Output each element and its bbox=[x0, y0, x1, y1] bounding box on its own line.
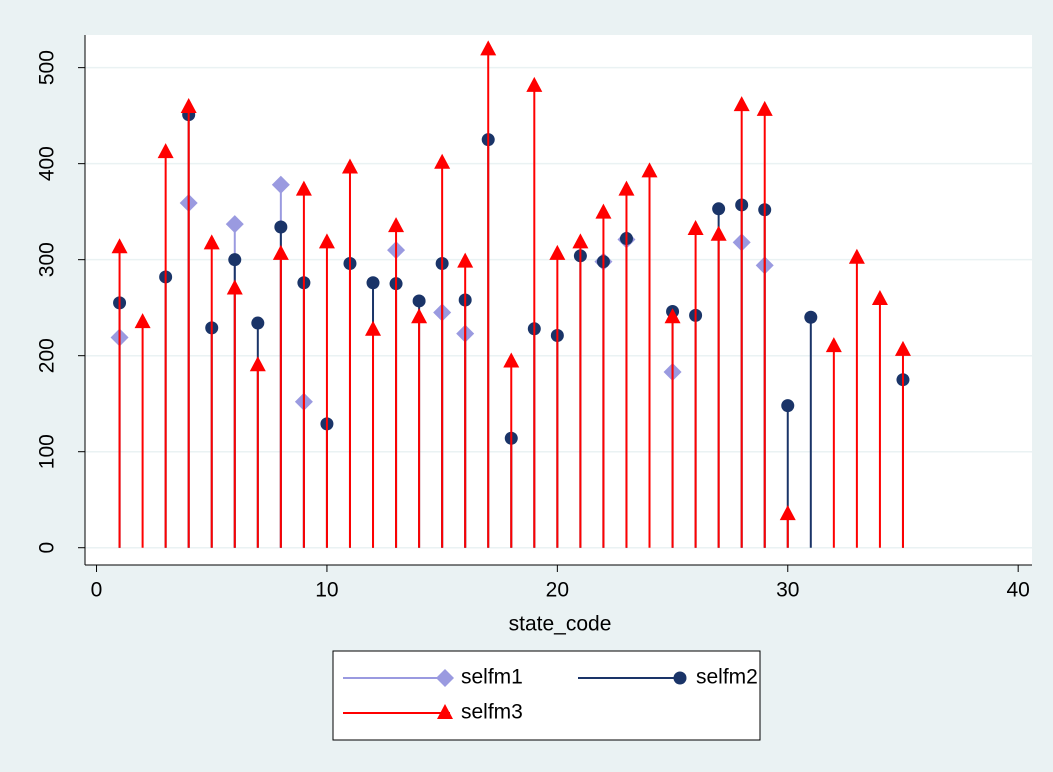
legend bbox=[332, 650, 761, 741]
marker bbox=[111, 238, 128, 254]
marker bbox=[180, 98, 197, 114]
marker bbox=[572, 233, 589, 249]
marker bbox=[249, 356, 266, 372]
marker bbox=[618, 180, 635, 196]
marker bbox=[480, 40, 497, 56]
y-tick-label: 200 bbox=[36, 338, 59, 373]
marker bbox=[228, 253, 242, 267]
y-tick-label: 300 bbox=[36, 242, 59, 277]
x-axis-title: state_code bbox=[509, 613, 612, 636]
marker bbox=[687, 219, 704, 235]
plot-area bbox=[85, 35, 1032, 565]
marker bbox=[712, 202, 726, 216]
y-tick-label: 100 bbox=[36, 434, 59, 469]
marker bbox=[251, 316, 265, 330]
marker bbox=[226, 279, 243, 295]
marker bbox=[641, 162, 658, 178]
marker bbox=[503, 352, 520, 368]
legend-label: selfm1 bbox=[461, 666, 523, 689]
marker bbox=[664, 308, 681, 324]
marker bbox=[411, 308, 428, 324]
marker bbox=[894, 340, 911, 356]
x-tick-label: 0 bbox=[91, 579, 103, 602]
marker bbox=[388, 217, 405, 233]
marker bbox=[134, 313, 151, 329]
marker bbox=[274, 220, 288, 234]
marker bbox=[549, 244, 566, 260]
x-tick-label: 20 bbox=[546, 579, 569, 602]
marker bbox=[781, 399, 795, 413]
marker bbox=[341, 158, 358, 174]
marker bbox=[825, 337, 842, 353]
legend-label: selfm2 bbox=[696, 666, 758, 689]
marker bbox=[434, 153, 451, 169]
x-tick-label: 40 bbox=[1006, 579, 1029, 602]
marker bbox=[756, 100, 773, 116]
marker bbox=[412, 294, 426, 308]
marker bbox=[203, 234, 220, 250]
y-tick-label: 500 bbox=[36, 50, 59, 85]
marker bbox=[271, 175, 290, 194]
x-tick-label: 30 bbox=[776, 579, 799, 602]
marker bbox=[779, 505, 796, 521]
marker bbox=[225, 215, 244, 234]
marker bbox=[436, 669, 454, 687]
legend-label: selfm3 bbox=[461, 701, 523, 724]
marker bbox=[157, 143, 174, 159]
marker bbox=[673, 671, 687, 685]
marker bbox=[710, 225, 727, 241]
marker bbox=[871, 290, 888, 306]
marker bbox=[526, 76, 543, 92]
marker bbox=[457, 252, 474, 268]
y-tick-label: 0 bbox=[36, 542, 59, 554]
x-tick-label: 10 bbox=[315, 579, 338, 602]
marker bbox=[733, 96, 750, 112]
y-tick-label: 400 bbox=[36, 146, 59, 181]
marker bbox=[848, 248, 865, 264]
marker bbox=[366, 276, 380, 290]
marker bbox=[595, 203, 612, 219]
marker bbox=[272, 244, 289, 260]
marker bbox=[295, 180, 312, 196]
marker bbox=[365, 320, 382, 336]
marker bbox=[318, 233, 335, 249]
marker bbox=[804, 310, 818, 324]
marker bbox=[437, 704, 453, 719]
